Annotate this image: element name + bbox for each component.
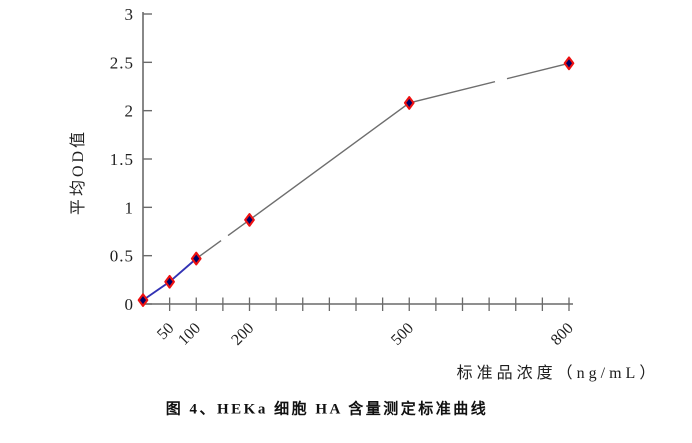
line-gap-artifact [219, 234, 230, 243]
series-line-line_high [195, 62, 570, 260]
y-axis-title: 平均OD值 [70, 128, 87, 216]
data-point-marker [244, 213, 255, 227]
figure-caption: 图 4、HEKa 细胞 HA 含量测定标准曲线 [165, 401, 489, 418]
data-point-marker [563, 56, 575, 71]
y-tick-label: 2.5 [110, 53, 134, 72]
y-tick-label: 3 [125, 5, 135, 24]
data-point-marker [164, 274, 175, 289]
x-tick-label: 800 [548, 320, 577, 349]
y-tick-label: 1.5 [110, 150, 134, 169]
data-point-marker [190, 251, 202, 266]
y-tick-label: 1 [125, 198, 135, 217]
x-tick-label: 500 [388, 320, 417, 349]
data-point-marker [403, 96, 415, 110]
y-tick-label: 0 [125, 295, 135, 314]
x-tick-label: 200 [228, 320, 257, 349]
y-tick-label: 0.5 [110, 247, 134, 266]
y-tick-label: 2 [125, 102, 135, 121]
data-point-marker [137, 293, 149, 307]
line-gap-artifact [494, 76, 508, 84]
x-axis-title: 标准品浓度（ng/mL） [456, 365, 660, 382]
x-tick-label: 100 [175, 320, 204, 349]
x-tick-label: 50 [154, 320, 177, 343]
